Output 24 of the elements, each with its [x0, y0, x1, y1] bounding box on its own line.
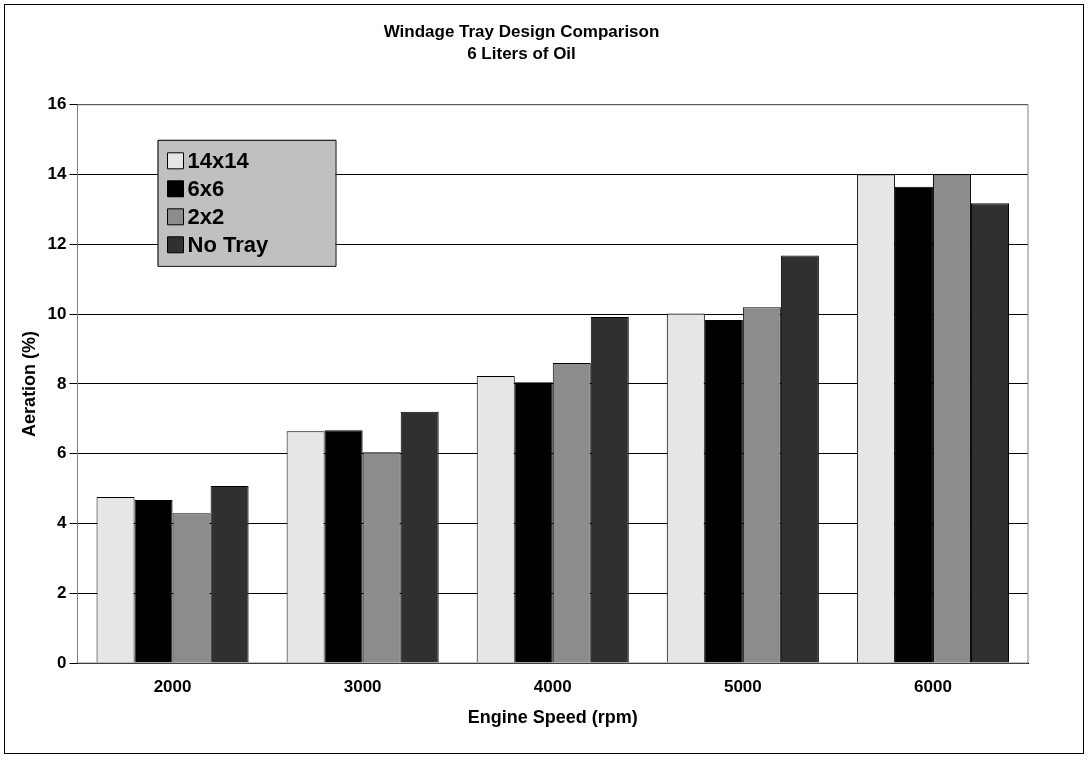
bar — [324, 430, 363, 663]
y-tick-label: 2 — [57, 582, 67, 602]
y-tick-label: 16 — [47, 94, 67, 114]
y-tick-label: 10 — [47, 303, 67, 323]
legend-label: 14x14 — [187, 147, 250, 173]
y-tick-label: 0 — [57, 652, 67, 672]
y-tick-label: 4 — [57, 513, 68, 533]
legend-label: 6x6 — [187, 175, 225, 201]
y-tick-label: 6 — [57, 443, 67, 463]
y-tick-label: 14 — [47, 164, 68, 184]
x-tick-label: 6000 — [914, 676, 952, 696]
y-axis-title: Aeration (%) — [18, 330, 39, 437]
chart-subtitle: 6 Liters of Oil — [467, 44, 576, 64]
x-tick-label: 5000 — [723, 676, 762, 696]
y-tick-label: 8 — [57, 373, 67, 393]
legend-label: 2x2 — [187, 203, 225, 229]
x-tick-label: 4000 — [533, 676, 572, 696]
bar — [134, 500, 173, 663]
chart-title: Windage Tray Design Comparison — [383, 21, 660, 41]
x-tick-label: 2000 — [153, 676, 192, 696]
legend-label: No Tray — [187, 231, 269, 257]
x-axis-title: Engine Speed (rpm) — [467, 707, 638, 728]
y-tick-label: 12 — [47, 234, 67, 254]
x-tick-label: 3000 — [343, 676, 382, 696]
